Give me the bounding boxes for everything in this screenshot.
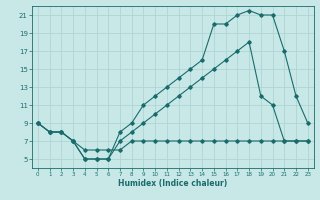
- X-axis label: Humidex (Indice chaleur): Humidex (Indice chaleur): [118, 179, 228, 188]
